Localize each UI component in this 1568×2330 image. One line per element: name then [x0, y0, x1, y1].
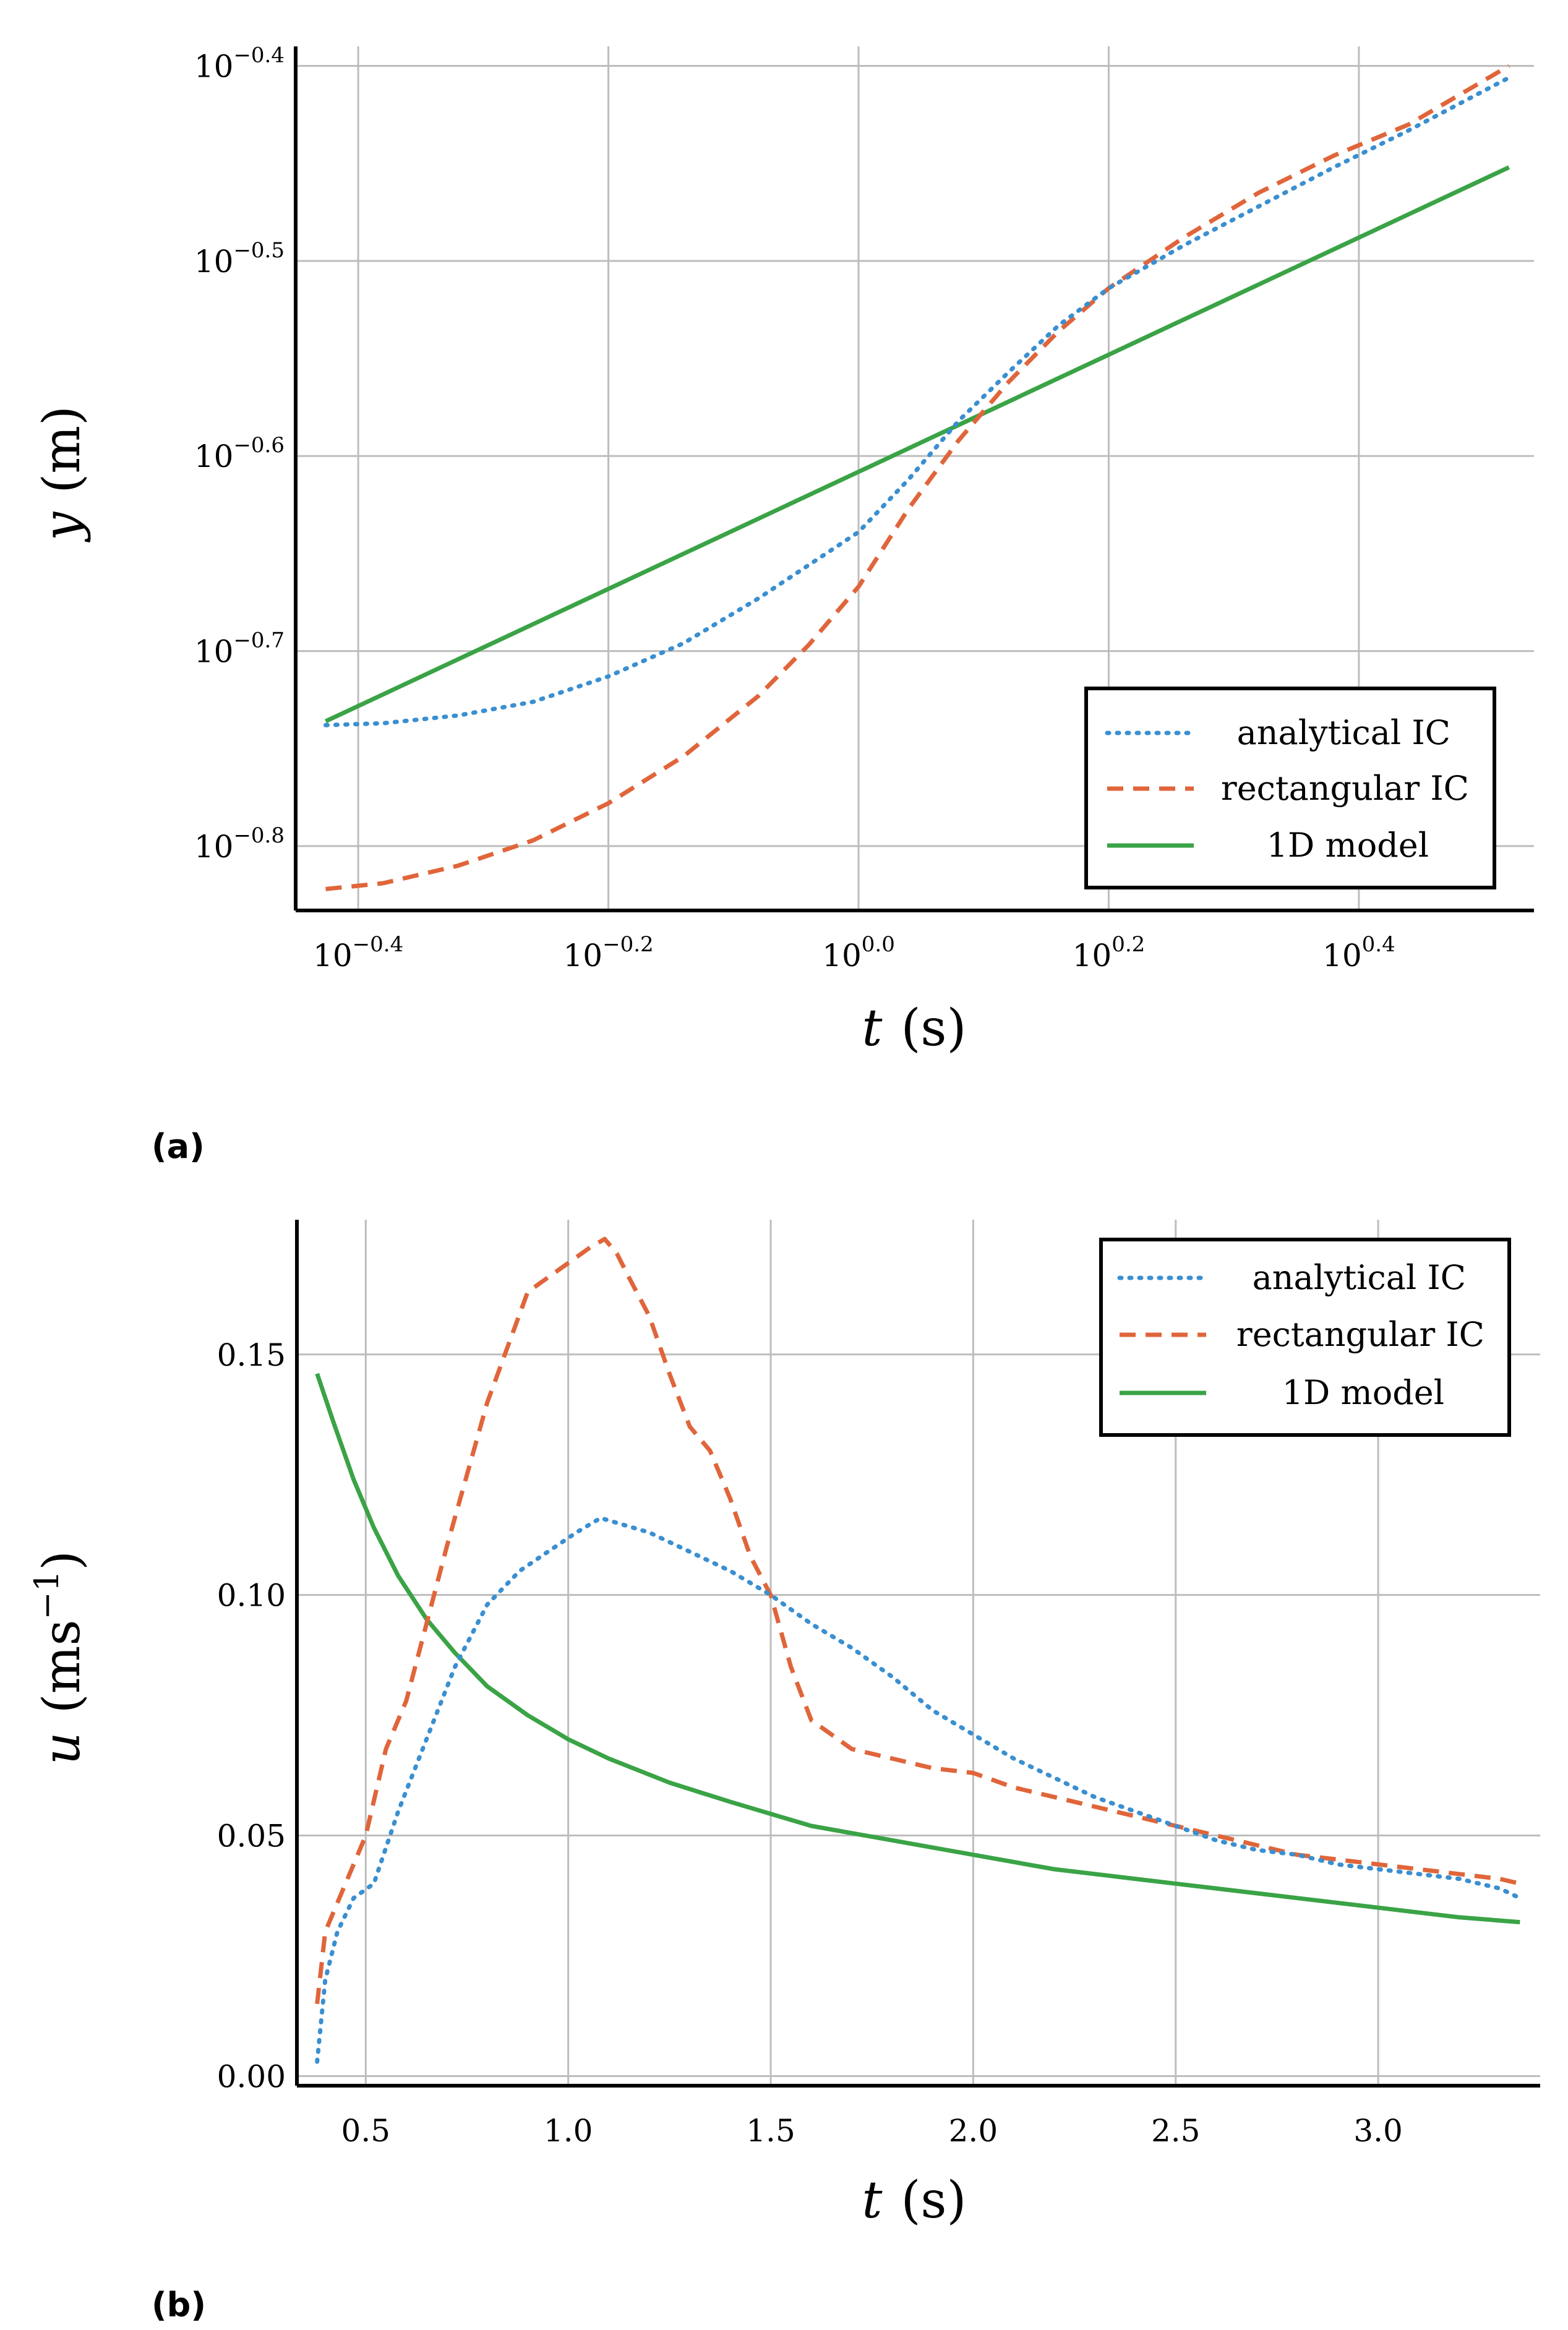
y-tick-exponent: −0.6	[233, 433, 285, 458]
series-rectangular-line	[325, 64, 1510, 891]
panel-a-x-axis-label: t (s)	[862, 999, 966, 1058]
panel-a-legend-label-model: 1D model	[1267, 826, 1429, 865]
x-tick-label: 3.0	[1353, 2113, 1403, 2149]
panel-a-legend: analytical IC rectangular IC 1D model	[1084, 687, 1496, 889]
y-tick-label: 10−0.5	[194, 238, 285, 280]
x-tick-base: 10	[822, 938, 862, 974]
y-tick-base: 10	[194, 634, 234, 670]
panel-a-y-axis-label: y(m)	[33, 406, 92, 543]
x-tick-label: 2.0	[949, 2113, 998, 2149]
series-rectangular-line	[315, 1236, 1521, 2005]
panel-a-chart: 10−0.410−0.510−0.610−0.710−0.8 10−0.4 10−…	[33, 43, 1534, 1166]
x-tick-base: 10	[1073, 938, 1112, 974]
x-tick-base: 10	[313, 938, 353, 974]
panel-a-series	[323, 64, 1512, 891]
series-analytical-line	[323, 75, 1512, 727]
panel-a-letter: (a)	[152, 1127, 205, 1166]
panel-a-y-tick-labels: 10−0.410−0.510−0.610−0.710−0.8	[194, 43, 285, 865]
x-tick-label: 0.5	[341, 2113, 391, 2149]
panel-b-y-axis-label: u(ms−1)	[27, 1551, 92, 1765]
x-tick-label: 1.5	[746, 2113, 795, 2149]
y-tick-exponent: −0.5	[233, 238, 285, 263]
panel-b-legend-label-rectangular: rectangular IC	[1236, 1315, 1484, 1354]
y-tick-base: 10	[194, 439, 234, 474]
x-tick-base: 10	[563, 938, 602, 974]
panel-b-legend: analytical IC rectangular IC 1D model	[1099, 1238, 1511, 1437]
y-tick-exponent: −0.4	[233, 43, 285, 68]
panel-a-legend-label-rectangular: rectangular IC	[1221, 769, 1469, 808]
panel-a-legend-box	[1084, 687, 1496, 889]
series-analytical-line	[315, 1515, 1522, 2064]
x-tick-exponent: 0.2	[1112, 932, 1145, 957]
x-tick-label: 10−0.4	[313, 932, 403, 974]
panel-a-legend-label-analytical: analytical IC	[1237, 713, 1450, 752]
x-tick-exponent: 0.4	[1362, 932, 1395, 957]
y-tick-label: 10−0.8	[194, 823, 285, 865]
panel-b-legend-label-model: 1D model	[1282, 1373, 1444, 1412]
x-tick-exponent: −0.4	[353, 932, 404, 957]
y-tick-label: 0.10	[217, 1578, 286, 1614]
panel-b-legend-label-analytical: analytical IC	[1253, 1258, 1466, 1297]
x-tick-exponent: 0.0	[862, 932, 895, 957]
panel-b-x-tick-labels: 0.5 1.0 1.5 2.0 2.5 3.0	[341, 2113, 1403, 2149]
panel-b-x-axis-label: t (s)	[862, 2171, 966, 2230]
x-tick-base: 10	[1322, 938, 1362, 974]
y-tick-exponent: −0.8	[233, 823, 285, 848]
y-tick-base: 10	[194, 829, 234, 865]
y-tick-label: 0.15	[217, 1337, 286, 1373]
y-tick-exponent: −0.7	[233, 628, 285, 653]
y-tick-label: 10−0.4	[194, 43, 285, 85]
panel-b-letter: (b)	[152, 2285, 206, 2324]
x-tick-label: 100.2	[1073, 932, 1146, 974]
x-tick-label: 1.0	[544, 2113, 593, 2149]
x-tick-label: 100.0	[822, 932, 895, 974]
panel-b-chart: 0.00 0.05 0.10 0.15 0.5 1.0 1.5 2.0 2.5 3.0 t (s)…	[27, 1220, 1540, 2324]
y-tick-base: 10	[194, 244, 234, 280]
panel-b-legend-box	[1099, 1238, 1511, 1437]
y-tick-label: 10−0.7	[194, 628, 285, 670]
x-tick-label: 100.4	[1322, 932, 1395, 974]
y-tick-label: 0.00	[217, 2058, 286, 2094]
panel-b-y-tick-labels: 0.00 0.05 0.10 0.15	[217, 1337, 286, 2095]
y-tick-base: 10	[194, 49, 234, 85]
x-tick-exponent: −0.2	[602, 932, 654, 957]
series-model-line	[325, 165, 1510, 724]
panel-b-series	[315, 1236, 1522, 2064]
x-tick-label: 2.5	[1151, 2113, 1201, 2149]
panel-a-x-tick-labels: 10−0.4 10−0.2 100.0 100.2 100.4	[313, 932, 1395, 974]
y-tick-label: 10−0.6	[194, 433, 285, 474]
series-model-line	[315, 1373, 1520, 1925]
x-tick-label: 10−0.2	[563, 932, 653, 974]
y-tick-label: 0.05	[217, 1818, 286, 1854]
